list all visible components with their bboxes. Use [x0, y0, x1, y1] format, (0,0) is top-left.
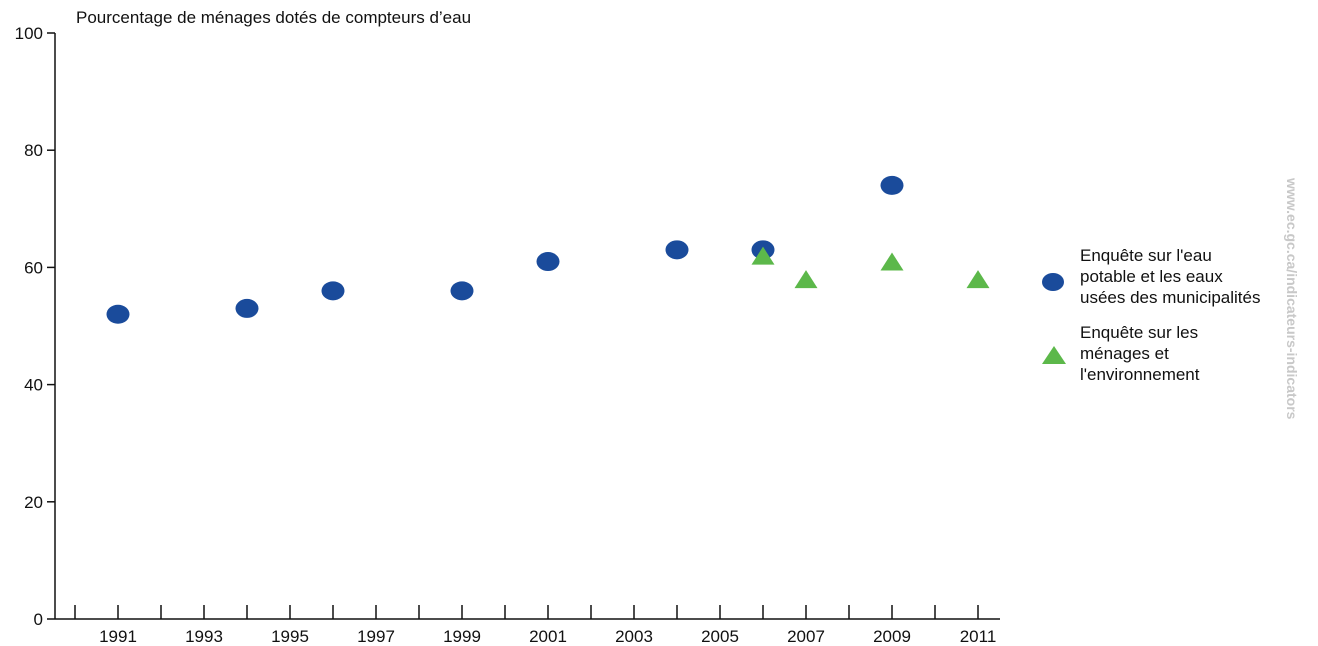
y-tick-label: 0: [34, 610, 43, 629]
data-point-triangle: [751, 246, 775, 265]
x-tick-label: 1993: [185, 627, 223, 646]
legend-item-municipal: Enquête sur l'eau potable et les eaux us…: [1042, 245, 1292, 308]
triangle-marker-icon: [1042, 346, 1066, 364]
data-point-triangle: [880, 252, 904, 271]
circle-marker-icon: [1042, 273, 1064, 291]
x-tick-label: 2005: [701, 627, 739, 646]
x-tick-label: 1997: [357, 627, 395, 646]
data-point-circle: [235, 298, 259, 318]
x-tick-label: 2007: [787, 627, 825, 646]
legend-label-municipal: Enquête sur l'eau potable et les eaux us…: [1080, 246, 1261, 307]
y-tick-label: 40: [24, 376, 43, 395]
x-tick-label: 1991: [99, 627, 137, 646]
data-point-circle: [450, 281, 474, 301]
watermark: www.ec.gc.ca/indicateurs-indicators: [1284, 178, 1316, 468]
x-tick-label: 2009: [873, 627, 911, 646]
data-points: [106, 175, 990, 324]
x-tick-label: 2001: [529, 627, 567, 646]
watermark-text: www.ec.gc.ca/indicateurs-indicators: [1284, 178, 1300, 420]
x-tick-label: 1995: [271, 627, 309, 646]
data-point-circle: [321, 281, 345, 301]
data-point-triangle: [966, 270, 990, 289]
x-tick-label: 1999: [443, 627, 481, 646]
x-tick-label: 2011: [960, 627, 997, 646]
y-tick-label: 20: [24, 493, 43, 512]
x-tick-label: 2003: [615, 627, 653, 646]
legend: Enquête sur l'eau potable et les eaux us…: [1042, 245, 1292, 399]
data-point-triangle: [794, 270, 818, 289]
data-point-circle: [665, 240, 689, 260]
data-point-circle: [106, 304, 130, 324]
legend-item-household: Enquête sur les ménages et l'environneme…: [1042, 322, 1292, 385]
legend-label-household: Enquête sur les ménages et l'environneme…: [1080, 323, 1200, 384]
chart-title: Pourcentage de ménages dotés de compteur…: [76, 8, 471, 27]
y-tick-label: 100: [15, 24, 43, 43]
data-point-circle: [536, 252, 560, 272]
y-tick-label: 80: [24, 141, 43, 160]
y-tick-label: 60: [24, 258, 43, 277]
axes: 0 20 40 60 80 100 1991 1993 1995 1997 1999 2001 2003…: [15, 24, 1000, 646]
data-point-circle: [880, 175, 904, 195]
